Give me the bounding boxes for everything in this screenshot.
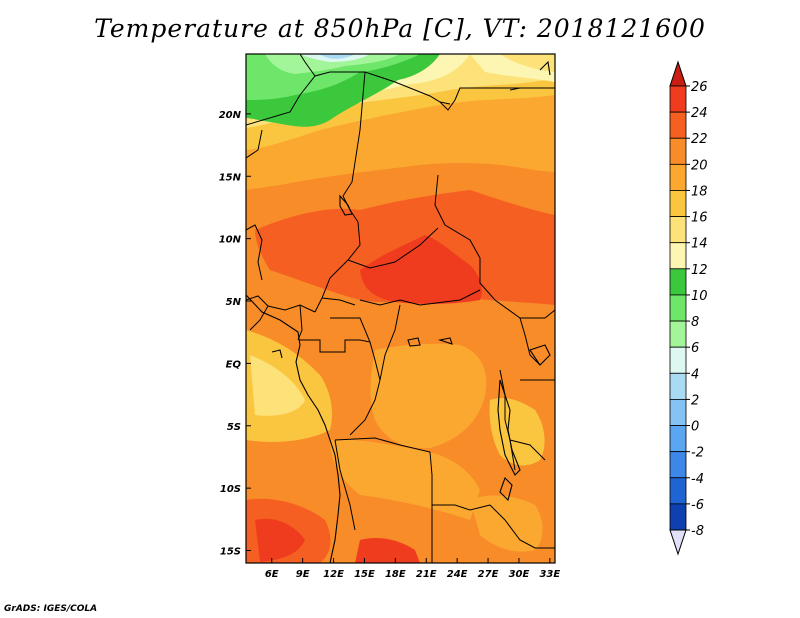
lon-tick-label: 21E [416,569,437,580]
colorbar-label: -8 [691,524,704,539]
colorbar-segment [669,242,687,270]
colorbar-label: 22 [691,132,708,147]
colorbar-label: 26 [691,80,708,95]
colorbar-label: 2 [691,393,699,408]
lon-tick-label: 24E [447,569,468,580]
colorbar-label: 20 [691,158,708,173]
colorbar-bottom-arrow [669,529,687,556]
colorbar-label: 24 [691,106,708,121]
colorbar-segment [669,85,687,113]
colorbar-label: 14 [691,237,708,252]
lon-tick-label: 12E [323,569,344,580]
coastlines-and-lakes [246,60,551,563]
colorbar-label: 0 [691,420,699,435]
colorbar-label: -6 [691,498,704,513]
lon-tick-label: 18E [385,569,406,580]
chart-title: Temperature at 850hPa [C], VT: 201812160… [94,14,706,43]
colorbar-label: 10 [691,289,708,304]
colorbar-segment [669,451,687,479]
colorbar-segment [669,268,687,296]
lon-tick-label: 6E [265,569,279,580]
map-frame [245,53,556,564]
colorbar-label: -2 [691,446,704,461]
lon-tick-label: 27E [478,569,499,580]
lon-tick-label: 15E [354,569,375,580]
map-axes: 6E 9E 12E 15E 18E 21E 24E 27E 30E 33E 20N 15N 10N 5N E… [219,110,561,580]
colorbar-segment [669,190,687,217]
colorbar-segment [669,294,687,322]
colorbar-label: 12 [691,263,708,278]
colorbar-label: 16 [691,211,708,226]
lat-tick-label: 20N [219,110,242,121]
colorbar-segment [669,216,687,244]
lat-tick-label: 15S [220,547,241,558]
lon-tick-label: 33E [539,569,560,580]
colorbar-segment [669,503,687,531]
colorbar-label: 6 [691,341,699,356]
colorbar-segment [669,425,687,453]
colorbar-segment [669,320,687,348]
lat-tick-label: 10S [220,484,241,495]
colorbar-segment [669,346,687,374]
country-borders [246,54,555,563]
lat-tick-label: 15N [219,172,242,183]
lat-tick-label: 10N [219,235,242,246]
colorbar-label: 4 [691,367,699,382]
colorbar-top-arrow [669,60,687,87]
colorbar-label: 18 [691,184,708,199]
colorbar-segment [669,137,687,165]
lon-tick-label: 9E [296,569,310,580]
grads-credit: GrADS: IGES/COLA [4,604,98,614]
colorbar-segment [669,477,687,505]
colorbar-segment [669,111,687,139]
colorbar-label: 8 [691,315,699,330]
colorbar-segment [669,399,687,426]
colorbar-segment [669,372,687,400]
lat-tick-label: 5S [227,422,241,433]
colorbar-label: -4 [691,472,704,487]
temperature-field [246,54,555,563]
lat-tick-label: EQ [226,359,242,370]
lat-tick-label: 5N [226,297,242,308]
lon-tick-label: 30E [509,569,530,580]
colorbar-segment [669,163,687,191]
